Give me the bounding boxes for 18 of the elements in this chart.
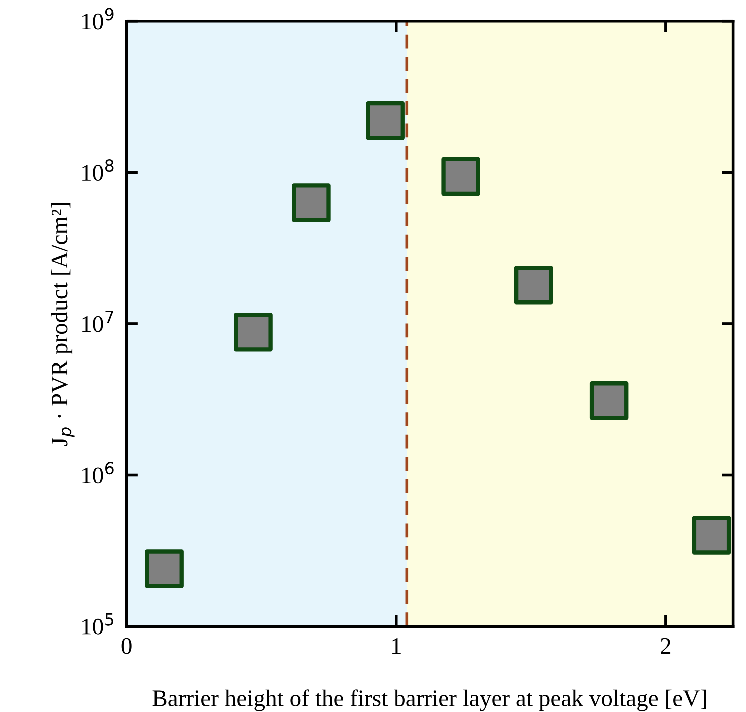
point: [692, 516, 732, 555]
x-tick-label: 2: [661, 638, 671, 654]
y-tick-label: 10$^{5}$: [82, 614, 114, 635]
y-tick-label: 10$^{7}$: [82, 310, 114, 332]
y-tick-label: 10$^{9}$: [82, 8, 114, 30]
point: [514, 266, 554, 305]
y-axis-title: J$_{p}$ · PVR product [A/cm²]: [51, 203, 75, 446]
point: [145, 550, 184, 588]
point: [292, 184, 331, 222]
point: [366, 101, 405, 140]
point: [234, 312, 273, 352]
y-tick-label: 10$^{6}$: [82, 462, 114, 484]
point: [442, 157, 480, 196]
x-tick-label: 0: [122, 638, 132, 654]
x-tick-label: 1: [392, 638, 401, 654]
y-tick-label: 10$^{8}$: [82, 160, 114, 182]
point: [590, 382, 629, 420]
x-axis-title: Barrier height of the first barrier layer at peak voltage [eV]: [152, 690, 706, 712]
